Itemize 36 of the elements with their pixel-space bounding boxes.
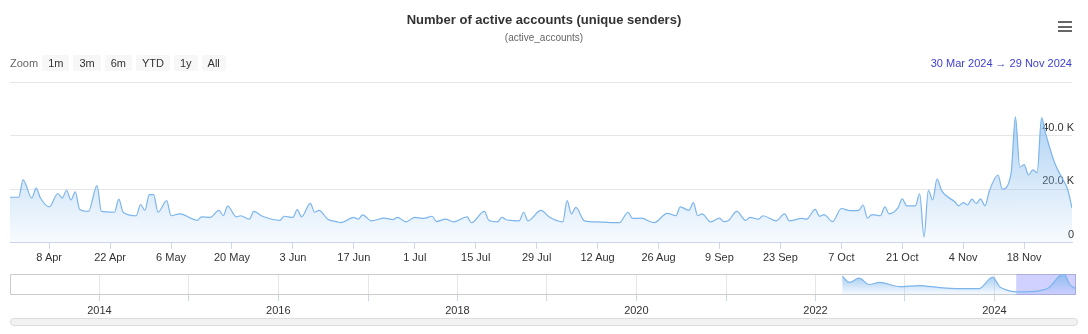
x-tick-label: 29 Jul bbox=[521, 251, 552, 264]
x-tick-label: 2020 bbox=[624, 303, 649, 316]
x-tick-label: 3 Jun bbox=[279, 251, 307, 264]
x-tick-label: 23 Sep bbox=[762, 251, 798, 264]
x-tick-label: 1 Jul bbox=[403, 251, 427, 264]
x-tick-label: 4 Nov bbox=[948, 251, 979, 264]
x-tick-label: 6 May bbox=[156, 251, 187, 264]
x-tick-label: 2014 bbox=[87, 303, 112, 316]
y-tick-label: 0 bbox=[1067, 227, 1074, 240]
text: Zoom bbox=[10, 57, 39, 69]
text: 3m bbox=[73, 55, 101, 71]
y-tick-label: 20.0 K bbox=[1042, 174, 1075, 187]
x-tick-label: 26 Aug bbox=[641, 251, 676, 264]
y-tick-label: 40.0 K bbox=[1042, 120, 1075, 133]
x-tick-label: 21 Oct bbox=[886, 251, 919, 264]
x-tick-label: 2024 bbox=[982, 303, 1007, 316]
text: YTD bbox=[135, 55, 170, 71]
x-tick-label: 12 Aug bbox=[580, 251, 615, 264]
x-tick-label: 22 Apr bbox=[94, 251, 127, 264]
x-tick-label: 8 Apr bbox=[36, 251, 63, 264]
text: 1m bbox=[42, 55, 70, 71]
x-tick-label: 17 Jun bbox=[337, 251, 371, 264]
chart-title: Number of active accounts (unique senders) bbox=[405, 12, 683, 27]
x-tick-label: 2016 bbox=[266, 303, 291, 316]
x-tick-label: 9 Sep bbox=[705, 251, 734, 264]
text: 30 Mar 2024 → 29 Nov 2024 bbox=[930, 57, 1072, 69]
text: 1y bbox=[173, 55, 198, 71]
x-tick-label: 2018 bbox=[445, 303, 470, 316]
x-tick-label: 7 Oct bbox=[828, 251, 855, 264]
x-tick-label: 2022 bbox=[803, 303, 828, 316]
text: All bbox=[201, 55, 226, 71]
chart-subtitle: (active_accounts) bbox=[503, 32, 585, 43]
text: 6m bbox=[104, 55, 132, 71]
x-tick-label: 18 Nov bbox=[1006, 251, 1043, 264]
x-tick-label: 15 Jul bbox=[461, 251, 491, 264]
x-tick-label: 20 May bbox=[213, 251, 251, 264]
